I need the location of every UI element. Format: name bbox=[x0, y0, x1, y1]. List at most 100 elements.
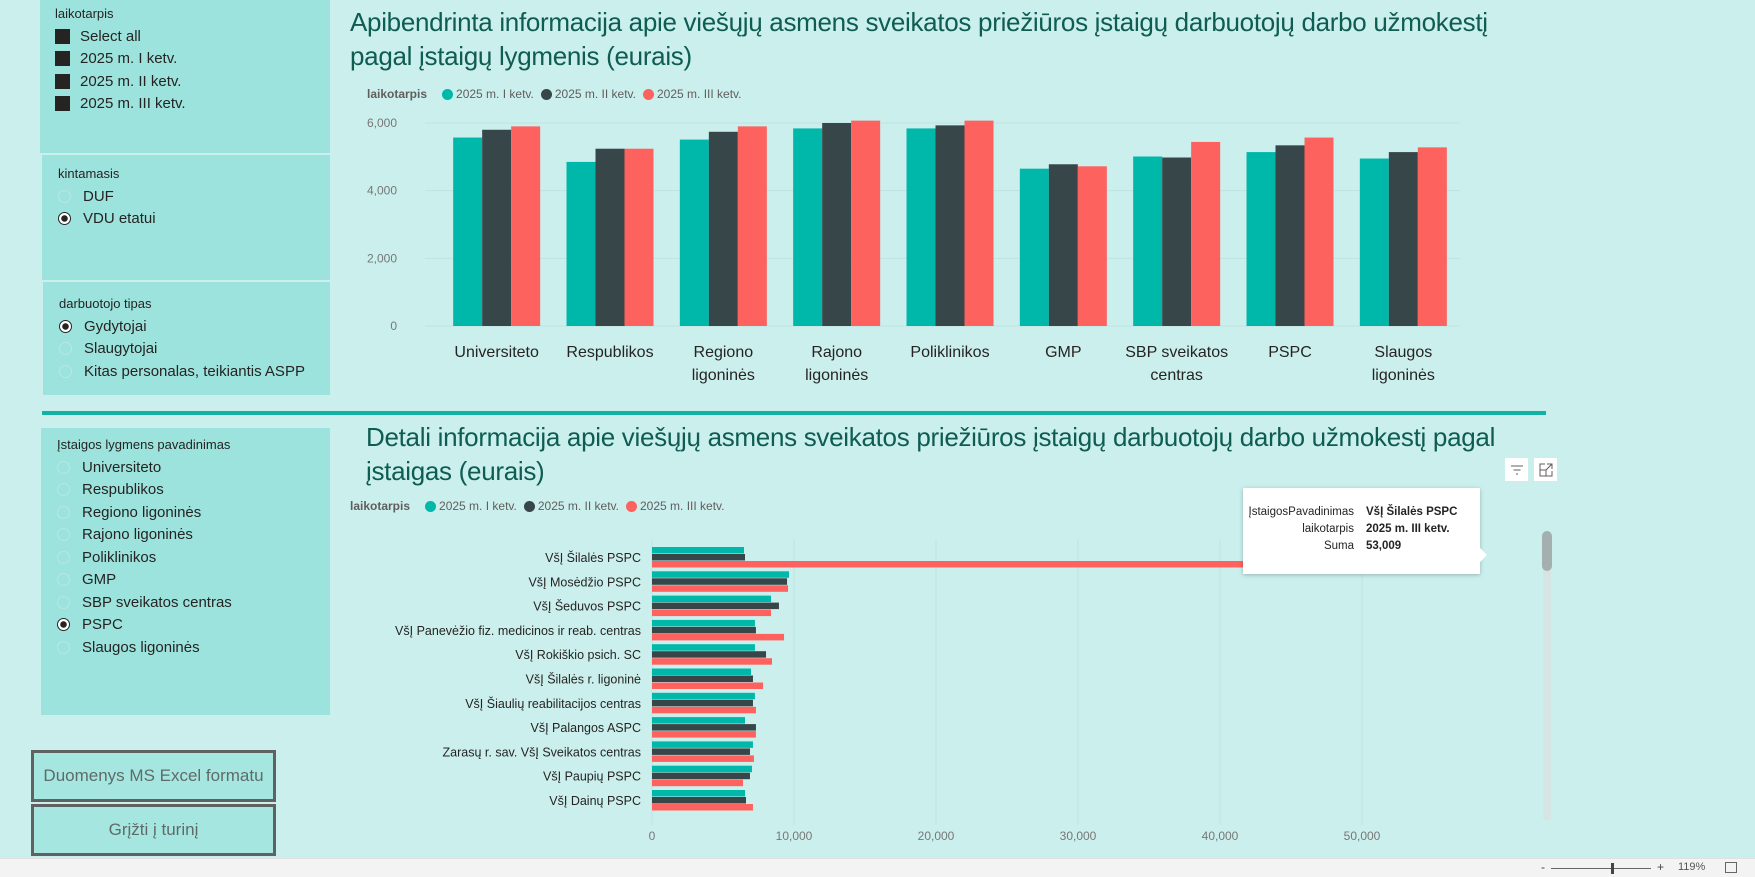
bar-3[interactable] bbox=[652, 609, 771, 617]
bar-2[interactable] bbox=[652, 626, 756, 634]
filter-icon[interactable] bbox=[1505, 458, 1528, 481]
chart-scrollbar-track[interactable] bbox=[1543, 531, 1551, 821]
zoom-slider-thumb[interactable] bbox=[1611, 863, 1614, 874]
institution-level-option[interactable]: SBP sveikatos centras bbox=[57, 591, 330, 614]
checkbox[interactable] bbox=[55, 28, 70, 44]
bar-2[interactable] bbox=[652, 748, 750, 755]
bar-2[interactable] bbox=[652, 578, 788, 585]
bar-1[interactable] bbox=[1019, 168, 1049, 326]
radio-button[interactable] bbox=[57, 505, 70, 519]
bar-1[interactable] bbox=[652, 595, 771, 603]
excel-download-button[interactable]: Duomenys MS Excel formatu bbox=[31, 750, 276, 802]
bar-2[interactable] bbox=[482, 129, 512, 326]
bar-2[interactable] bbox=[822, 123, 852, 326]
bar-1[interactable] bbox=[566, 161, 596, 326]
bar-3[interactable] bbox=[652, 804, 753, 811]
bar-2[interactable] bbox=[1048, 164, 1078, 326]
bar-2[interactable] bbox=[652, 651, 767, 658]
radio-button[interactable] bbox=[59, 319, 72, 333]
bar-2[interactable] bbox=[652, 797, 747, 804]
bar-3[interactable] bbox=[652, 779, 744, 787]
legend-label-q1[interactable]: 2025 m. I ketv. bbox=[439, 499, 517, 513]
focus-mode-icon[interactable] bbox=[1534, 458, 1557, 481]
bar-3[interactable] bbox=[652, 633, 785, 641]
institution-level-option[interactable]: PSPC bbox=[57, 614, 330, 637]
checkbox[interactable] bbox=[55, 51, 70, 67]
bar-3[interactable] bbox=[624, 148, 654, 326]
variable-option[interactable]: VDU etatui bbox=[58, 208, 330, 231]
bar-1[interactable] bbox=[1246, 152, 1276, 326]
chart-scrollbar-thumb[interactable] bbox=[1542, 531, 1552, 571]
legend-label-q2[interactable]: 2025 m. II ketv. bbox=[554, 87, 636, 101]
institution-level-option[interactable]: Poliklinikos bbox=[57, 546, 330, 569]
bar-2[interactable] bbox=[652, 724, 756, 731]
bar-2[interactable] bbox=[652, 602, 779, 610]
zoom-out-button[interactable]: - bbox=[1541, 860, 1545, 874]
period-option[interactable]: 2025 m. III ketv. bbox=[55, 93, 330, 116]
bar-3[interactable] bbox=[851, 120, 881, 326]
bar-3[interactable] bbox=[652, 755, 754, 762]
bar-3[interactable] bbox=[652, 682, 764, 690]
institution-level-option[interactable]: GMP bbox=[57, 569, 330, 592]
legend-label-q3[interactable]: 2025 m. III ketv. bbox=[657, 87, 742, 101]
bar-2[interactable] bbox=[652, 699, 753, 707]
bar-1[interactable] bbox=[652, 571, 790, 578]
zoom-in-button[interactable]: + bbox=[1657, 860, 1665, 874]
legend-label-q3[interactable]: 2025 m. III ketv. bbox=[640, 499, 725, 513]
radio-button[interactable] bbox=[58, 212, 71, 226]
radio-button[interactable] bbox=[59, 364, 72, 378]
bar-1[interactable] bbox=[1359, 158, 1389, 326]
period-option[interactable]: Select all bbox=[55, 25, 330, 48]
bar-3[interactable] bbox=[652, 706, 756, 714]
bar-1[interactable] bbox=[453, 137, 483, 326]
radio-button[interactable] bbox=[59, 342, 72, 356]
bar-1[interactable] bbox=[906, 128, 936, 326]
bar-3[interactable] bbox=[652, 731, 756, 738]
fit-to-page-icon[interactable] bbox=[1725, 862, 1737, 873]
radio-button[interactable] bbox=[57, 640, 70, 654]
bar-3[interactable] bbox=[652, 585, 789, 592]
checkbox[interactable] bbox=[55, 96, 70, 112]
bar-3[interactable] bbox=[511, 126, 541, 326]
radio-button[interactable] bbox=[57, 550, 70, 564]
bar-1[interactable] bbox=[1133, 156, 1163, 326]
zoom-slider[interactable] bbox=[1551, 863, 1651, 874]
bar-2[interactable] bbox=[652, 675, 753, 683]
radio-button[interactable] bbox=[57, 483, 70, 497]
bar-2[interactable] bbox=[652, 554, 746, 561]
bar-1[interactable] bbox=[652, 741, 753, 748]
bar-1[interactable] bbox=[652, 619, 755, 627]
bar-1[interactable] bbox=[652, 790, 746, 797]
bar-3[interactable] bbox=[652, 561, 1405, 568]
institution-level-option[interactable]: Regiono ligoninės bbox=[57, 501, 330, 524]
checkbox[interactable] bbox=[55, 73, 70, 89]
institution-level-option[interactable]: Universiteto bbox=[57, 456, 330, 479]
variable-option[interactable]: DUF bbox=[58, 185, 330, 208]
bar-1[interactable] bbox=[652, 547, 745, 554]
back-to-contents-button[interactable]: Grįžti į turinį bbox=[31, 804, 276, 856]
institution-level-option[interactable]: Slaugos ligoninės bbox=[57, 636, 330, 659]
legend-label-q1[interactable]: 2025 m. I ketv. bbox=[456, 87, 534, 101]
bar-1[interactable] bbox=[793, 128, 823, 326]
bar-3[interactable] bbox=[1191, 141, 1221, 326]
radio-button[interactable] bbox=[57, 528, 70, 542]
bar-1[interactable] bbox=[652, 668, 751, 676]
radio-button[interactable] bbox=[57, 460, 70, 474]
employee-type-option[interactable]: Gydytojai bbox=[59, 315, 330, 338]
radio-button[interactable] bbox=[58, 189, 71, 203]
bar-2[interactable] bbox=[1275, 145, 1305, 326]
bar-3[interactable] bbox=[737, 126, 767, 326]
period-option[interactable]: 2025 m. II ketv. bbox=[55, 70, 330, 93]
radio-button[interactable] bbox=[57, 595, 70, 609]
bar-1[interactable] bbox=[679, 139, 709, 326]
bar-1[interactable] bbox=[652, 644, 755, 651]
bar-3[interactable] bbox=[964, 120, 994, 326]
bar-2[interactable] bbox=[935, 125, 965, 326]
legend-label-q2[interactable]: 2025 m. II ketv. bbox=[537, 499, 619, 513]
bar-3[interactable] bbox=[652, 658, 772, 665]
institution-level-option[interactable]: Rajono ligoninės bbox=[57, 524, 330, 547]
bar-2[interactable] bbox=[595, 148, 625, 326]
institution-level-option[interactable]: Respublikos bbox=[57, 479, 330, 502]
bar-3[interactable] bbox=[1417, 147, 1447, 326]
bar-1[interactable] bbox=[652, 717, 746, 724]
